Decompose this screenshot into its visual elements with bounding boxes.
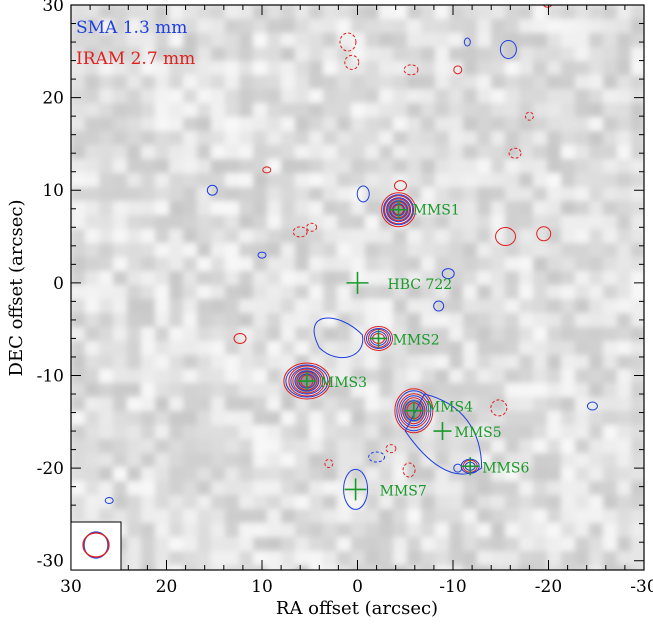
source-layer: MMS1 HBC 722 MMS2 MMS3 MMS4 MMS5 MMS6 MMS7 [297, 200, 529, 501]
source-marker-mms4 [404, 401, 423, 420]
minor-contour [393, 180, 407, 192]
y-tick-label: -20 [37, 459, 64, 479]
source-label-hbc-722: HBC 722 [388, 277, 453, 293]
source-label-mms4: MMS4 [426, 400, 473, 416]
mms4-contour-iram [398, 393, 430, 429]
source-marker-mms1 [389, 200, 408, 219]
minor-contour [104, 497, 114, 505]
source-label-mms1: MMS1 [413, 203, 460, 219]
x-tick-label: -20 [535, 577, 562, 597]
source-marker-mms3 [297, 372, 316, 391]
minor-contour [433, 300, 445, 312]
x-tick-label: 0 [352, 577, 363, 597]
minor-contour [257, 251, 267, 259]
minor-contour [441, 268, 455, 280]
mms4-contour-iram [394, 388, 434, 434]
x-tick-label: 10 [251, 577, 273, 597]
x-tick-label: -30 [630, 577, 653, 597]
beam-box [70, 521, 122, 571]
tick-layer: 30 20 10 0 -10 -20 -30 30 20 10 0 -10 -20 -30 [37, 0, 653, 597]
envelope-contour-sma [313, 317, 364, 359]
minor-contour [542, 5, 553, 8]
mms3-contour-sma [290, 367, 324, 395]
legend: SMA 1.3 mm IRAM 2.7 mm [76, 18, 195, 69]
x-tick-label: 30 [60, 577, 82, 597]
y-tick-label: 0 [53, 274, 64, 294]
minor-contour [206, 184, 218, 196]
y-tick-label: 30 [42, 0, 64, 16]
y-tick-label: 10 [42, 181, 64, 201]
y-tick-label: -30 [37, 552, 64, 572]
mms3-contour-sma [285, 364, 329, 398]
mms3-contour-sma [294, 370, 320, 392]
minor-contour [524, 111, 534, 121]
mms1-contour-iram [381, 192, 417, 228]
minor-contour [306, 222, 318, 232]
y-tick-label: 20 [42, 89, 64, 109]
source-label-mms2: MMS2 [393, 332, 440, 348]
beam-ellipse-sma [83, 531, 109, 559]
beam-ellipse-iram [82, 532, 110, 558]
mms3-contour-iram [292, 368, 322, 394]
mms7-contour-sma [343, 468, 369, 510]
minor-contour [356, 185, 370, 203]
mms2-contour-sma [366, 327, 392, 349]
minor-contour [463, 37, 471, 47]
source-marker-mms7 [344, 478, 367, 501]
legend-item-sma: SMA 1.3 mm [76, 18, 187, 38]
minor-contour [495, 227, 517, 247]
minor-contour [233, 332, 247, 344]
source-marker-hbc-722 [346, 271, 369, 294]
mms4-contour-sma [400, 395, 428, 427]
minor-contour [499, 39, 517, 59]
mms4-contour-iram [402, 397, 426, 425]
mms1-contour-iram [387, 198, 411, 222]
source-label-mms6: MMS6 [482, 460, 529, 476]
source-label-mms3: MMS3 [320, 375, 367, 391]
minor-contour [536, 226, 552, 242]
minor-contour [453, 463, 463, 473]
minor-contour [490, 399, 508, 417]
mms4-contour-sma [396, 390, 432, 432]
legend-item-iram: IRAM 2.7 mm [76, 49, 195, 69]
minor-contour [403, 64, 419, 76]
source-label-mms7: MMS7 [380, 483, 427, 499]
minor-contour [339, 32, 357, 52]
minor-contour [368, 451, 386, 463]
source-label-mms5: MMS5 [454, 425, 501, 441]
mms1-contour-sma [386, 197, 412, 223]
minor-contour [292, 226, 308, 238]
x-tick-label: -10 [439, 577, 466, 597]
x-tick-label: 20 [156, 577, 178, 597]
source-marker-mms2 [369, 329, 388, 348]
continuum-background [71, 5, 644, 570]
minor-contour [262, 166, 272, 174]
y-axis-title: DEC offset (arcsec) [6, 200, 27, 377]
x-axis-title: RA offset (arcsec) [276, 598, 438, 619]
minor-contour [453, 65, 463, 75]
minor-contour [324, 458, 334, 468]
mms3-contour-iram [283, 362, 331, 400]
mms1-contour-iram [384, 195, 414, 225]
mms2-contour-iram [364, 325, 394, 351]
minor-contour [402, 462, 416, 478]
y-tick-label: -10 [37, 366, 64, 386]
minor-contour [508, 147, 522, 159]
minor-contour [385, 444, 397, 454]
envelope-contour-sma [404, 393, 483, 475]
minor-contour [586, 401, 598, 411]
source-marker-mms6 [461, 457, 480, 476]
source-marker-mms5 [433, 422, 452, 441]
minor-contour [344, 54, 360, 70]
mms3-contour-iram [288, 365, 326, 397]
mms1-contour-sma [383, 194, 415, 226]
